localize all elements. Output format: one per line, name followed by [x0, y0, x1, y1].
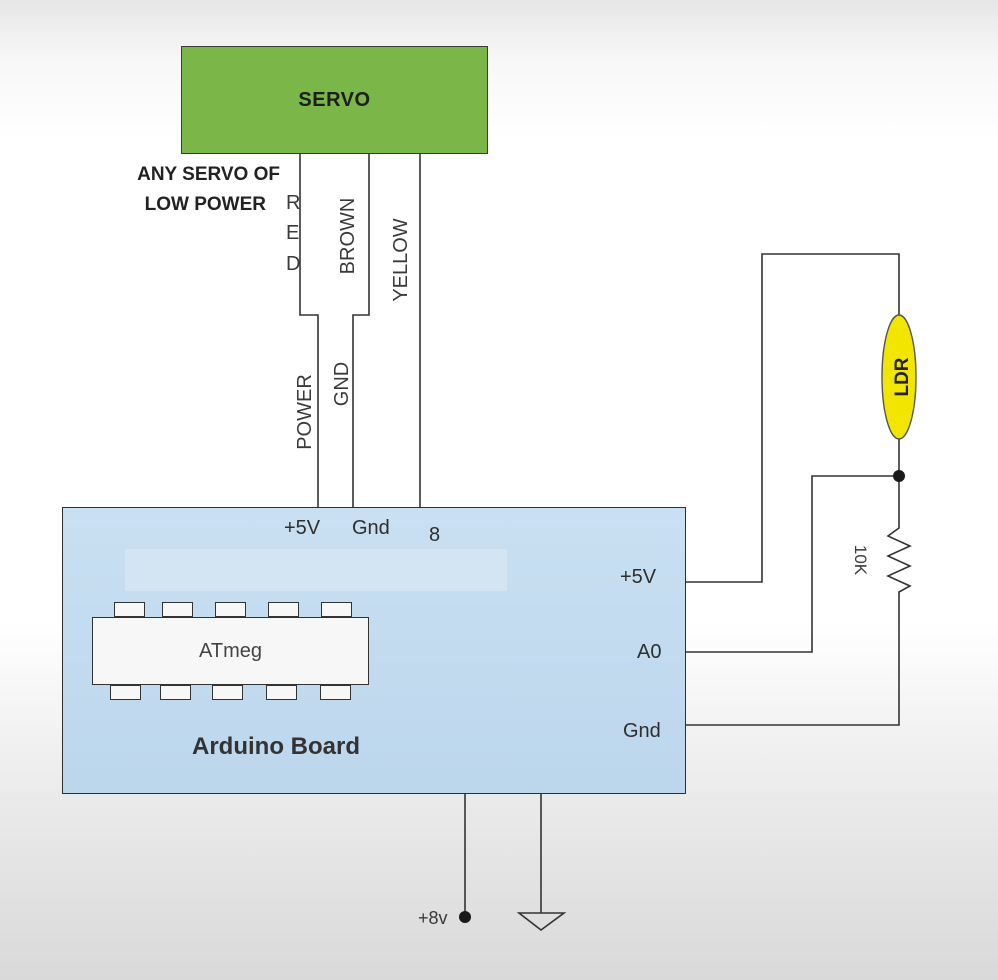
- chip-pin: [320, 685, 351, 700]
- servo-block: SERVO: [181, 46, 488, 154]
- board-highlight-strip: [125, 549, 507, 591]
- chip-pin: [160, 685, 191, 700]
- ldr-label: LDR: [892, 357, 913, 396]
- wire-label-red-d: D: [286, 253, 300, 275]
- supply-terminal-dot: [459, 911, 471, 923]
- pin-label-top-gnd: Gnd: [352, 517, 390, 539]
- junction-dot: [893, 470, 905, 482]
- wire-label-red-e: E: [286, 222, 299, 244]
- pin-label-right-gnd: Gnd: [623, 720, 661, 742]
- chip-pin: [110, 685, 141, 700]
- supply-label: +8v: [418, 908, 448, 928]
- chip-pin: [268, 602, 299, 617]
- pin-label-top-5v: +5V: [284, 517, 321, 539]
- chip-pin: [114, 602, 145, 617]
- servo-note-line1: ANY SERVO OF: [137, 164, 280, 185]
- servo-note-line2: LOW POWER: [144, 194, 266, 215]
- a0-signal-wire: [686, 475, 899, 653]
- wire-label-yellow: YELLOW: [390, 218, 412, 301]
- wire-label-brown: BROWN: [337, 198, 359, 275]
- resistor-label: 10K: [851, 545, 870, 576]
- signal-label-power: POWER: [294, 374, 316, 450]
- chip-pin: [266, 685, 297, 700]
- ground-icon: [516, 912, 567, 932]
- resistor-10k: [686, 522, 912, 726]
- pin-label-right-5v: +5V: [620, 566, 657, 588]
- chip-pin: [215, 602, 246, 617]
- servo-label: SERVO: [298, 88, 371, 111]
- red-power-wire: [299, 154, 319, 507]
- pin-label-right-a0: A0: [637, 641, 662, 663]
- brown-gnd-wire: [352, 154, 370, 507]
- ldr-component: [881, 314, 917, 440]
- atmega-chip: ATmeg: [92, 617, 369, 685]
- chip-pin: [321, 602, 352, 617]
- sensor-wires: [464, 253, 912, 932]
- pin-label-top-8: 8: [429, 524, 441, 546]
- chip-pin: [212, 685, 243, 700]
- chip-label: ATmeg: [199, 639, 262, 662]
- board-title: Arduino Board: [192, 733, 360, 760]
- servo-wires: [299, 154, 421, 507]
- signal-label-gnd: GND: [331, 362, 353, 406]
- wire-label-red-r: R: [286, 192, 300, 214]
- ldr-supply-wire: [686, 253, 900, 583]
- servo-note: ANY SERVO OF LOW POWER: [100, 160, 280, 220]
- chip-pin: [162, 602, 193, 617]
